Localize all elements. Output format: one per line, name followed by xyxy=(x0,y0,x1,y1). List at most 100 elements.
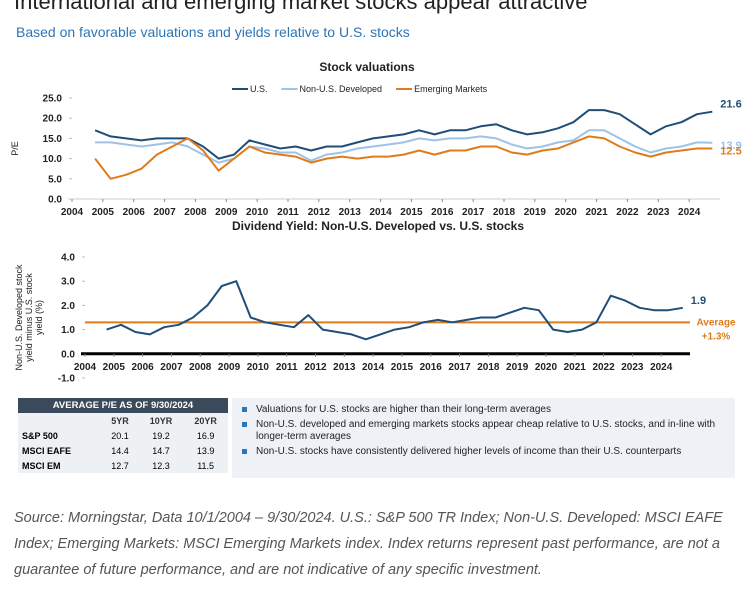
x-tick-label: 2024 xyxy=(650,362,673,373)
x-tick-label: 2004 xyxy=(61,207,84,218)
end-label: 21.6 xyxy=(720,99,741,111)
y-tick-label: 25.0 xyxy=(43,94,63,105)
x-tick-label: 2012 xyxy=(308,207,331,218)
note: Valuations for U.S. stocks are higher th… xyxy=(242,404,727,416)
x-tick-label: 2024 xyxy=(678,207,701,218)
legend-label: U.S. xyxy=(250,84,268,94)
y-tick-label: 4.0 xyxy=(61,253,75,264)
x-tick-label: 2004 xyxy=(74,362,97,373)
source: Source: Morningstar, Data 10/1/2004 – 9/… xyxy=(14,510,723,578)
table-cell: 16.9 xyxy=(196,430,215,441)
series-line xyxy=(94,109,713,160)
note: Non-U.S. stocks have consistently delive… xyxy=(242,446,727,458)
x-tick-label: 2023 xyxy=(621,362,644,373)
x-tick-label: 2008 xyxy=(184,207,207,218)
page-subtitle: Based on favorable valuations and yields… xyxy=(16,24,410,40)
x-tick-label: 2013 xyxy=(333,362,356,373)
y-axis-label: yield minus U.S. stock xyxy=(24,273,34,362)
chart-title: Stock valuations xyxy=(319,60,415,74)
charts: International and emerging market stocks… xyxy=(10,0,742,385)
x-tick-label: 2009 xyxy=(218,362,241,373)
end-label: 1.9 xyxy=(691,295,706,307)
y-tick-label: 10.0 xyxy=(43,154,63,165)
x-tick-label: 2020 xyxy=(555,207,578,218)
end-label: 13.9 xyxy=(720,140,741,152)
column-header: 20YR xyxy=(194,415,217,426)
legend-label: Non-U.S. Developed xyxy=(300,84,383,94)
x-tick-label: 2019 xyxy=(506,362,529,373)
x-tick-label: 2022 xyxy=(592,362,615,373)
x-tick-label: 2016 xyxy=(420,362,443,373)
y-tick-label: 1.0 xyxy=(61,325,75,336)
table-cell: 20.1 xyxy=(111,430,129,441)
end-label: 12.5 xyxy=(720,146,741,158)
table-title: AVERAGE P/E AS OF 9/30/2024 xyxy=(18,398,228,413)
table-cell: 14.4 xyxy=(111,445,129,456)
y-tick-label: -1.0 xyxy=(58,374,76,385)
x-tick-label: 2015 xyxy=(400,207,423,218)
y-tick-label: 0.0 xyxy=(61,349,75,360)
row-label: S&P 500 xyxy=(22,430,58,441)
x-tick-label: 2018 xyxy=(493,207,516,218)
average-label: Average xyxy=(696,317,736,328)
x-tick-label: 2017 xyxy=(462,207,485,218)
x-tick-label: 2018 xyxy=(477,362,500,373)
series-line xyxy=(106,280,683,341)
x-tick-label: 2021 xyxy=(585,207,608,218)
x-tick-label: 2017 xyxy=(448,362,471,373)
table-cell: 13.9 xyxy=(196,445,215,456)
y-tick-label: 20.0 xyxy=(43,114,63,125)
y-axis-label: Non-U.S. Developed stock xyxy=(14,264,24,371)
x-tick-label: 2005 xyxy=(103,362,126,373)
x-tick-label: 2010 xyxy=(246,207,269,218)
x-tick-label: 2014 xyxy=(362,362,385,373)
row-label: MSCI EAFE xyxy=(22,445,72,456)
x-tick-label: 2013 xyxy=(339,207,362,218)
notes: Valuations for U.S. stocks are higher th… xyxy=(232,398,735,478)
y-axis-label: yield (%) xyxy=(34,300,44,335)
y-tick-label: 5.0 xyxy=(48,174,62,185)
column-header: 5YR xyxy=(111,415,129,426)
x-tick-label: 2021 xyxy=(564,362,587,373)
x-tick-label: 2007 xyxy=(160,362,183,373)
x-tick-label: 2012 xyxy=(304,362,327,373)
y-tick-label: 2.0 xyxy=(61,301,75,312)
chart-title: Dividend Yield: Non-U.S. Developed vs. U… xyxy=(232,219,524,233)
x-tick-label: 2019 xyxy=(524,207,547,218)
table-row: MSCI EAFE 14.4 14.7 13.9 xyxy=(18,443,228,458)
x-tick-label: 2022 xyxy=(616,207,639,218)
note: Non-U.S. developed and emerging markets … xyxy=(242,419,727,443)
x-tick-label: 2010 xyxy=(247,362,270,373)
table-title-row: AVERAGE P/E AS OF 9/30/2024 xyxy=(18,398,228,413)
x-tick-label: 2005 xyxy=(92,207,115,218)
row-label: MSCI EM xyxy=(22,460,61,471)
y-tick-label: 15.0 xyxy=(43,134,63,145)
series-line xyxy=(95,129,713,164)
x-tick-label: 2009 xyxy=(215,207,238,218)
x-tick-label: 2011 xyxy=(277,207,299,218)
y-axis-label: P/E xyxy=(10,141,20,156)
table-cell: 12.3 xyxy=(152,460,170,471)
x-tick-label: 2020 xyxy=(535,362,558,373)
table-cell: 11.5 xyxy=(197,460,215,471)
series-line xyxy=(94,135,713,180)
table-row: S&P 500 20.1 19.2 16.9 xyxy=(18,428,228,443)
x-tick-label: 2006 xyxy=(131,362,154,373)
x-tick-label: 2007 xyxy=(153,207,176,218)
average-value-label: +1.3% xyxy=(702,331,731,342)
table-cell: 19.2 xyxy=(152,430,170,441)
y-tick-label: 3.0 xyxy=(61,277,75,288)
x-tick-label: 2008 xyxy=(189,362,212,373)
legend-label: Emerging Markets xyxy=(414,84,488,94)
x-tick-label: 2016 xyxy=(431,207,454,218)
corner-cell xyxy=(18,413,101,428)
column-header-row: 5YR 10YR 20YR xyxy=(18,413,228,428)
table-cell: 12.7 xyxy=(111,460,129,471)
x-tick-label: 2023 xyxy=(647,207,670,218)
table-cell: 14.7 xyxy=(152,445,170,456)
column-header: 10YR xyxy=(149,415,173,426)
x-tick-label: 2015 xyxy=(391,362,414,373)
page-title: International and emerging market stocks… xyxy=(14,0,588,14)
y-tick-label: 0.0 xyxy=(48,195,62,206)
